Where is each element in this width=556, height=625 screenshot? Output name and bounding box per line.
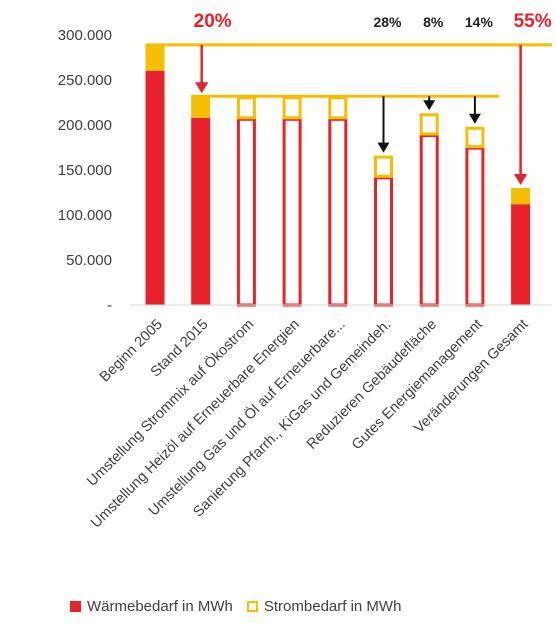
annotation-label: 28% [373, 14, 402, 30]
bar-power [374, 155, 393, 178]
legend-item-heat: Wärmebedarf in MWh [70, 598, 233, 615]
bar-heat [511, 204, 531, 305]
arrows [195, 44, 528, 185]
reference-lines [145, 43, 552, 98]
bar-power [191, 96, 211, 118]
bar-heat [465, 146, 485, 307]
bar-heat [419, 134, 439, 307]
bar-heat [191, 117, 211, 305]
bar-power [282, 96, 302, 120]
legend-swatch-heat [70, 601, 81, 612]
bar-heat [374, 176, 393, 307]
legend-label-heat: Wärmebedarf in MWh [87, 598, 233, 615]
bar-power [419, 113, 439, 136]
y-tick-label: 50.000 [66, 252, 112, 269]
annotation-label: 8% [423, 14, 444, 30]
y-axis: - 50.000 100.000 150.000 200.000 250.000 300.0… [58, 27, 112, 314]
arrow-stand-2015-head [195, 82, 209, 94]
y-tick-label: 300.000 [58, 27, 112, 44]
bar-power [236, 96, 256, 120]
annotation-label: 14% [465, 14, 494, 30]
bar-power [465, 126, 485, 149]
annotation-label: 20% [194, 11, 232, 32]
x-category-label: Umstellung Strommix auf Ökostrom [83, 315, 258, 490]
y-tick-label: 150.000 [58, 162, 112, 179]
bar-power [328, 96, 348, 120]
bar-heat [328, 117, 348, 307]
legend-swatch-power [246, 601, 258, 612]
arrow-reduction-head [377, 142, 390, 153]
x-category-label: Umstellung Heizöl auf Erneuerbare Energi… [88, 317, 303, 532]
bar-heat [236, 117, 256, 307]
y-tick-label: 200.000 [58, 117, 112, 134]
y-tick-label: - [107, 297, 112, 314]
bars [145, 44, 531, 307]
bar-power [511, 188, 531, 205]
arrow-reduction-head [468, 113, 481, 124]
bar-power [145, 44, 165, 71]
legend-label-power: Strombedarf in MWh [263, 598, 402, 615]
arrow-reduction-head [423, 100, 436, 111]
annotations: 20% 28% 8% 14% 55% [194, 11, 552, 32]
legend-item-power: Strombedarf in MWh [246, 598, 402, 615]
bar-heat [145, 71, 165, 305]
arrow-gesamt-head [514, 174, 528, 185]
y-tick-label: 100.000 [58, 207, 112, 224]
y-tick-label: 250.000 [58, 72, 112, 89]
annotation-label: 55% [514, 11, 552, 32]
bar-heat [282, 117, 302, 307]
legend: Wärmebedarf in MWh Strombedarf in MWh [70, 598, 415, 615]
